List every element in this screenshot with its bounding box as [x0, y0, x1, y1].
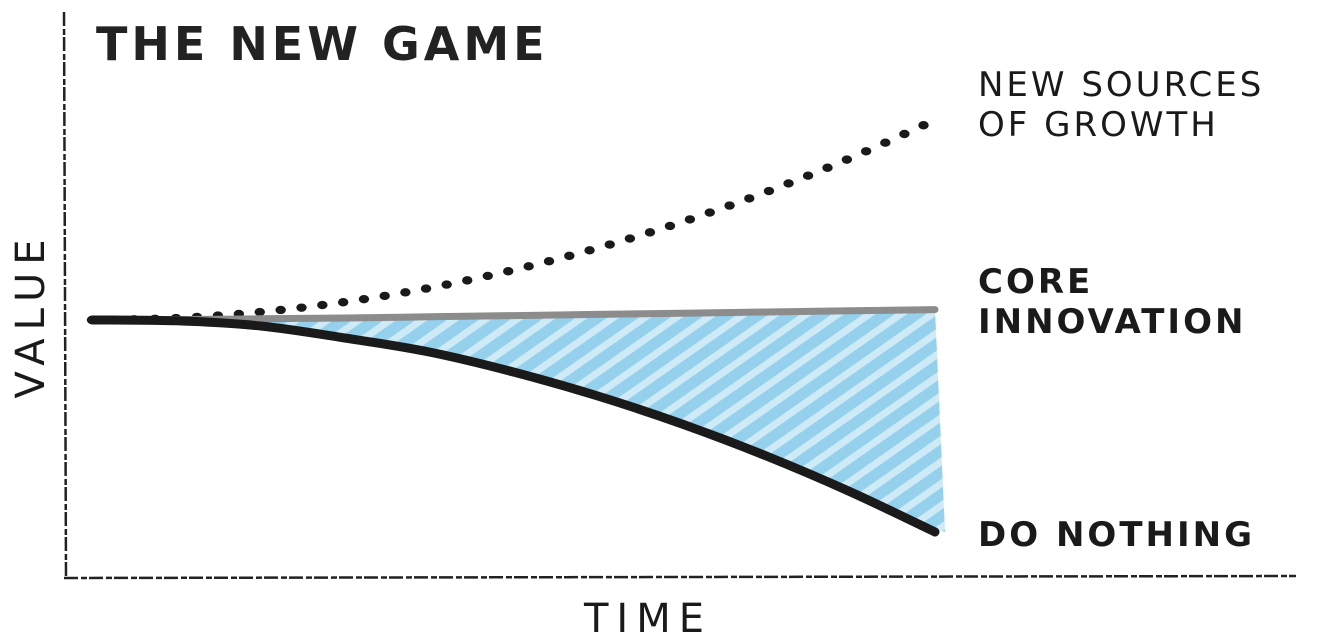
- growth-dot: [420, 284, 432, 293]
- gap-fill-area: [92, 309, 945, 532]
- growth-dot: [379, 291, 390, 301]
- growth-dot: [317, 300, 328, 310]
- growth-dot: [296, 303, 307, 312]
- growth-dot: [503, 267, 514, 276]
- growth-dot: [763, 186, 775, 196]
- label-do-nothing: DO NOTHING: [978, 515, 1255, 555]
- series-new-sources-of-growth: [86, 121, 929, 325]
- chart-title: THE NEW GAME: [96, 17, 549, 71]
- growth-dot: [899, 129, 910, 139]
- growth-dot: [337, 298, 349, 307]
- x-axis-line: [63, 574, 1297, 580]
- growth-dot: [860, 147, 872, 156]
- growth-dot: [441, 280, 452, 289]
- growth-dot: [523, 262, 534, 271]
- y-axis-label: VALUE: [8, 231, 54, 398]
- growth-dot: [400, 288, 411, 297]
- growth-dot: [624, 234, 636, 243]
- growth-dot: [358, 294, 370, 304]
- line-core-innovation: [88, 306, 939, 324]
- growth-dot: [684, 215, 696, 224]
- series-core-innovation: [88, 306, 939, 324]
- series-layer: [86, 121, 940, 537]
- growth-dot: [462, 276, 473, 285]
- growth-dot: [822, 163, 833, 172]
- shaded-gap-area: [92, 309, 945, 532]
- growth-dot: [802, 171, 814, 180]
- growth-dot: [918, 121, 929, 130]
- growth-dot: [724, 201, 735, 210]
- y-axis-line: [62, 11, 68, 579]
- growth-dot: [664, 221, 676, 231]
- growth-dot: [744, 194, 755, 203]
- growth-dot: [584, 246, 595, 255]
- growth-dot: [564, 251, 575, 261]
- label-core-line1: CORE: [978, 262, 1093, 302]
- growth-dot: [482, 271, 493, 281]
- growth-dot: [275, 305, 286, 315]
- growth-dot: [254, 307, 265, 317]
- series-do-nothing: [87, 315, 940, 537]
- growth-dot: [604, 240, 615, 249]
- growth-dot: [880, 138, 891, 147]
- label-new-sources-line1: NEW SOURCES: [978, 65, 1264, 105]
- label-new-sources-line2: OF GROWTH: [978, 105, 1219, 145]
- growth-dot: [704, 208, 715, 217]
- growth-dot: [644, 228, 656, 237]
- line-do-nothing: [87, 315, 940, 537]
- growth-dot: [783, 179, 794, 188]
- growth-dot: [543, 257, 555, 266]
- growth-dot: [841, 155, 853, 164]
- x-axis-label: TIME: [583, 596, 712, 641]
- label-core-line2: INNOVATION: [978, 302, 1246, 342]
